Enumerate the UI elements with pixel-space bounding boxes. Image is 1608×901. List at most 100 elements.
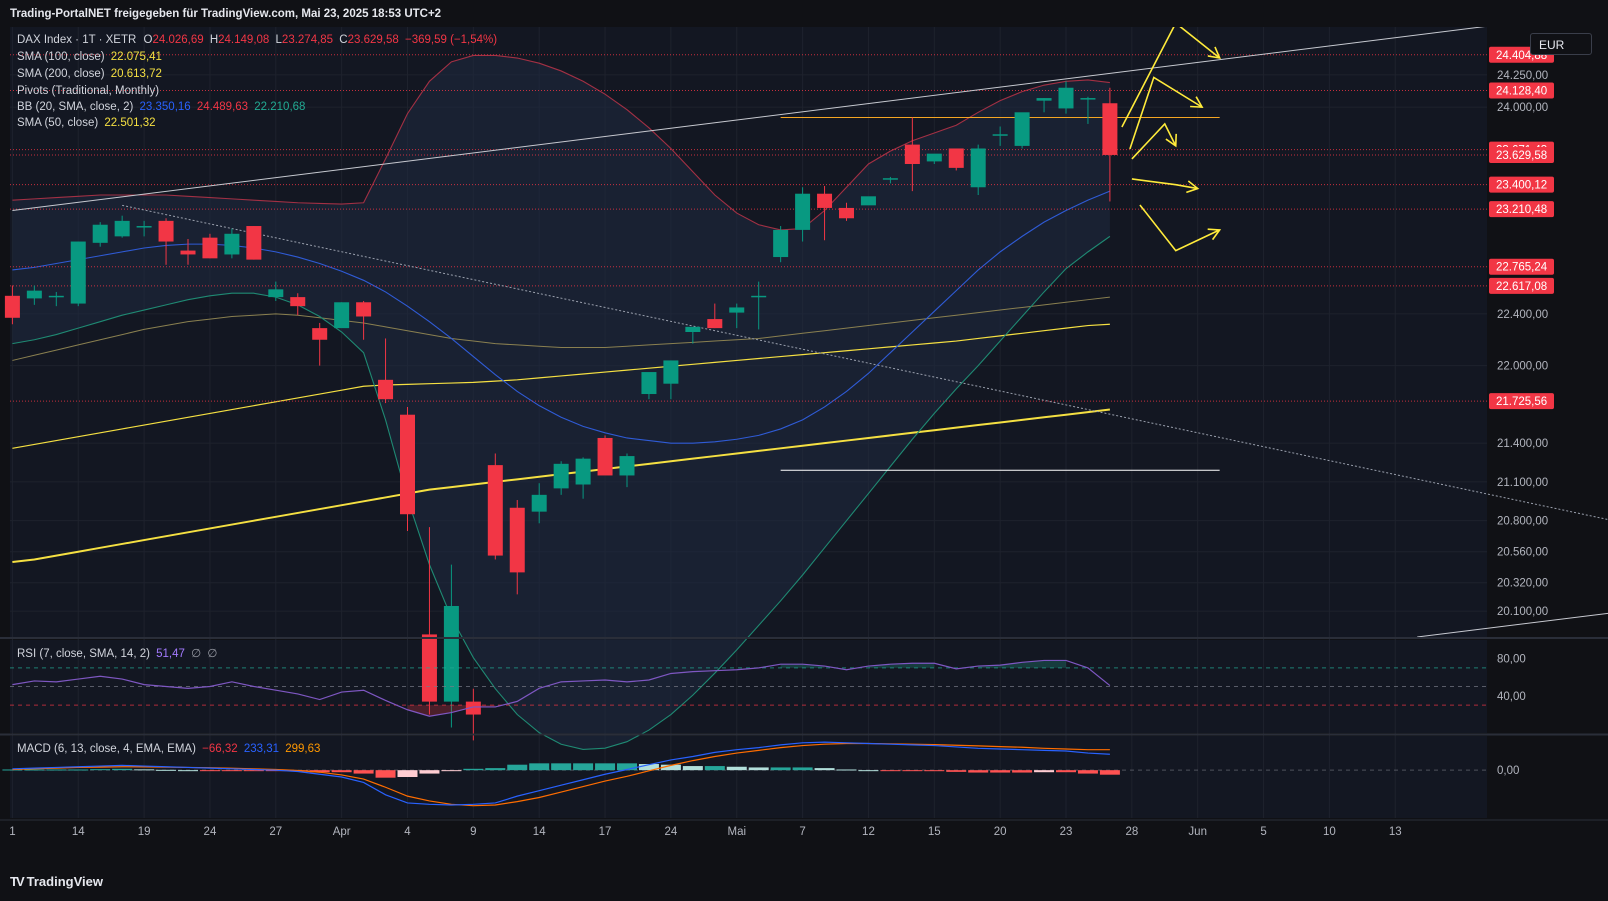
sma200-legend[interactable]: SMA (200, close) 20.613,72: [17, 68, 162, 80]
time-tick-label: 12: [862, 826, 875, 838]
macd-histogram-bar: [814, 768, 835, 771]
time-tick-label: Mai: [727, 826, 746, 838]
macd-legend[interactable]: MACD (6, 13, close, 4, EMA, EMA) −66,32 …: [17, 743, 320, 755]
close-label: C: [339, 34, 348, 46]
macd-histogram-bar: [682, 766, 703, 771]
candle-body: [70, 241, 86, 304]
time-tick-label: 28: [1125, 826, 1138, 838]
candle-body: [839, 207, 854, 219]
macd-histogram-bar: [397, 770, 418, 777]
candle-body: [136, 226, 152, 228]
forecast-arrow-head: [1190, 96, 1204, 109]
candle-body: [992, 134, 1008, 136]
candle-body: [92, 224, 108, 243]
candle-body: [487, 465, 503, 556]
macd-histogram-bar: [2, 769, 23, 771]
macd-histogram-bar: [419, 770, 440, 774]
macd-histogram-bar: [1056, 770, 1076, 773]
candle-body: [26, 290, 42, 299]
macd-histogram-bar: [463, 768, 484, 771]
macd-histogram-bar: [748, 767, 769, 771]
rsi-overbought-fill: [912, 663, 935, 668]
candle-body: [553, 463, 569, 489]
macd-histogram-bar: [968, 770, 989, 773]
rsi-label: RSI (7, close, SMA, 14, 2): [17, 648, 150, 660]
candle-body: [158, 220, 174, 242]
candle-body: [1036, 98, 1052, 101]
candle-body: [356, 302, 372, 317]
rsi-legend[interactable]: RSI (7, close, SMA, 14, 2) 51,47 ∅ ∅: [17, 646, 217, 660]
candle-body: [707, 319, 723, 329]
time-tick-label: 24: [665, 826, 678, 838]
macd-histogram-bar: [485, 768, 506, 771]
pivots-label: Pivots (Traditional, Monthly): [17, 85, 160, 97]
time-axis: 1 14 19 24 27 Apr 4 9 14 17 24 Mai 7 12 15 20 23 28 Jun 5 10…: [9, 826, 1401, 838]
series-bb-lower: [12, 235, 1111, 750]
symbol-label: DAX Index · 1T · XETR: [17, 34, 137, 46]
rsi-value: 51,47: [156, 648, 185, 660]
price-tick-label: 24.250,00: [1497, 70, 1548, 82]
macd-pane: [2, 741, 1487, 807]
bb-legend[interactable]: BB (20, SMA, close, 2) 23.350,16 24.489,…: [17, 101, 305, 113]
low-value: 23.274,85: [281, 34, 334, 46]
macd-histogram-bar: [68, 769, 89, 771]
candle-body: [378, 379, 394, 400]
time-tick-label: 9: [470, 826, 476, 838]
currency-selector[interactable]: EUR: [1530, 33, 1592, 55]
pivot-price-badge: [1489, 258, 1554, 275]
candle-body: [860, 196, 876, 206]
price-tick-label: 20.100,00: [1497, 606, 1548, 618]
sma100-legend[interactable]: SMA (100, close) 22.075,41: [17, 51, 162, 63]
macd-histogram-bar: [1099, 770, 1120, 775]
candle-body: [773, 229, 789, 258]
candle-body: [509, 507, 525, 573]
time-tick-label: 24: [204, 826, 217, 838]
macd-histogram-bar: [112, 768, 133, 771]
macd-line: [12, 741, 1110, 806]
sma50-label: SMA (50, close): [17, 117, 99, 129]
forecast-arrow: [1129, 76, 1203, 150]
candle-body: [180, 250, 196, 255]
macd-histogram-bar: [156, 769, 177, 771]
price-tick-label: 20.560,00: [1497, 547, 1548, 559]
trendlines: [12, 10, 1608, 638]
rsi-oversold-fill: [407, 705, 430, 717]
time-tick-label: 27: [269, 826, 282, 838]
bollinger-band-fill: [12, 55, 1110, 750]
pivot-price-badge: [1489, 393, 1554, 410]
pivot-price-badge: [1489, 277, 1554, 294]
pivot-price-badge: [1489, 201, 1554, 218]
price-tick-label: 21.100,00: [1497, 477, 1548, 489]
pivot-price-label: 24.128,40: [1496, 86, 1547, 98]
candle-body: [1080, 98, 1096, 100]
rsi-line: [12, 659, 1111, 717]
pivots-legend[interactable]: Pivots (Traditional, Monthly): [17, 85, 159, 97]
open-label: O: [143, 34, 153, 46]
time-tick-label: Jun: [1188, 826, 1207, 838]
macd-histogram-bar: [24, 769, 45, 771]
sma50-legend[interactable]: SMA (50, close) 22.501,32: [17, 117, 156, 129]
tradingview-logo-icon: TV: [10, 874, 25, 889]
time-tick-label: 15: [928, 826, 941, 838]
sma200-value: 20.613,72: [110, 68, 162, 80]
macd-histogram-bar: [1034, 770, 1055, 773]
time-tick-label: 17: [599, 826, 612, 838]
tradingview-logo[interactable]: TV TradingView: [10, 874, 103, 889]
main-legend-row[interactable]: DAX Index · 1T · XETR O24.026,69 H24.149…: [17, 34, 497, 46]
time-tick-label: Apr: [333, 826, 351, 838]
candle-body: [619, 456, 635, 476]
candle-body: [48, 295, 64, 298]
time-tick-label: 23: [1060, 826, 1073, 838]
macd-hist-value: −66,32: [202, 743, 238, 755]
rsi-overbought-fill: [1000, 662, 1023, 668]
high-label: H: [209, 34, 219, 46]
sma100-label: SMA (100, close): [17, 51, 105, 63]
macd-histogram-bar: [441, 770, 462, 772]
bb-fill-area: [12, 55, 1110, 750]
low-label: L: [275, 34, 282, 46]
candle-body: [795, 193, 811, 230]
forecast-arrow: [1131, 122, 1177, 160]
macd-histogram-bar: [1077, 770, 1098, 774]
candle-body: [268, 289, 284, 298]
